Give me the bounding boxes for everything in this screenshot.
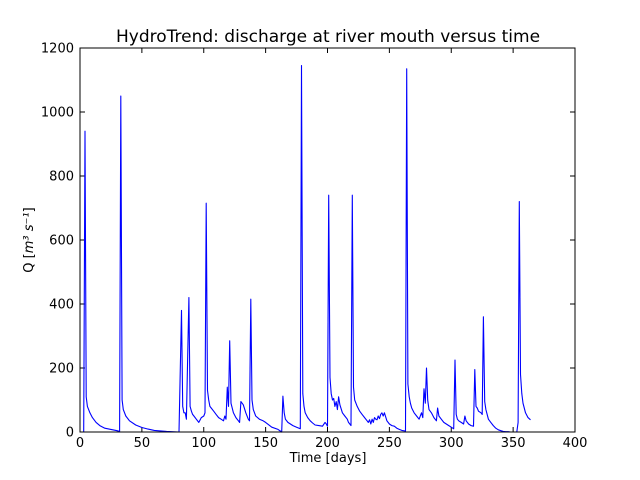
y-tick-label: 800 [49, 170, 74, 185]
x-axis-label: Time [days] [289, 451, 367, 466]
y-tick-label: 1000 [41, 106, 74, 121]
y-tick-label: 200 [49, 362, 74, 377]
y-axis-label-prefix: Q [ [22, 253, 37, 272]
y-tick-label: 1200 [41, 42, 74, 57]
y-axis-label: Q [m³ s⁻¹] [22, 207, 37, 272]
y-tick-label: 400 [49, 298, 74, 313]
plot-frame [79, 47, 576, 433]
x-tick-label: 350 [501, 436, 526, 451]
x-tick-label: 400 [563, 436, 588, 451]
y-tick-label: 600 [49, 234, 74, 249]
x-tick-label: 300 [439, 436, 464, 451]
y-axis-label-suffix: ] [22, 207, 37, 212]
x-tick-label: 100 [191, 436, 216, 451]
x-tick-label: 50 [134, 436, 151, 451]
x-tick-label: 250 [377, 436, 402, 451]
y-tick-label: 0 [66, 426, 74, 441]
chart-title: HydroTrend: discharge at river mouth ver… [116, 27, 540, 47]
x-tick-label: 150 [253, 436, 278, 451]
x-tick-label: 200 [315, 436, 340, 451]
y-axis-ticks: 0 200 400 600 800 1000 1200 [41, 42, 575, 441]
discharge-series-line [83, 65, 531, 433]
y-axis-label-unit: m³ s⁻¹ [22, 212, 37, 253]
x-axis-ticks: 0 50 100 150 200 250 300 350 400 [76, 48, 588, 451]
x-tick-label: 0 [76, 436, 84, 451]
